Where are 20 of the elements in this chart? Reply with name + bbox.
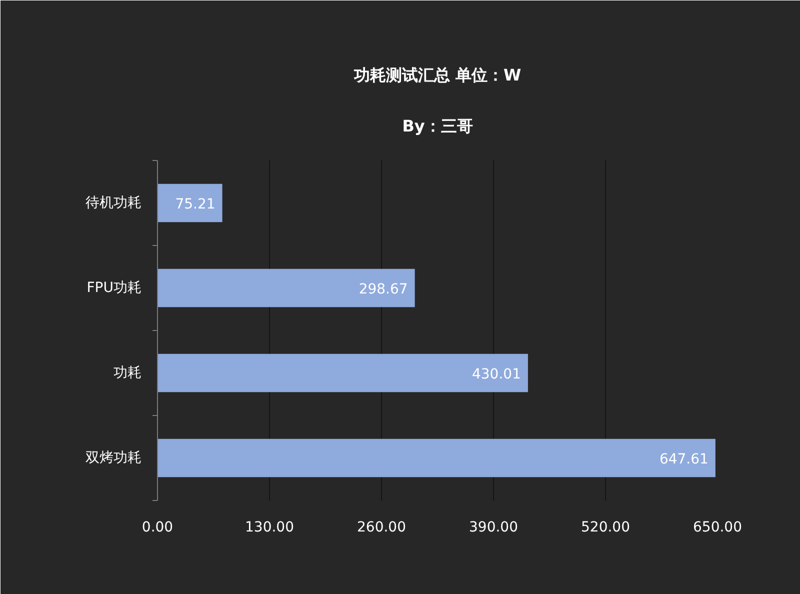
y-tick-label: 双烤功耗: [86, 450, 142, 466]
x-tick-label: 650.00: [693, 520, 742, 536]
y-tick-label: FPU功耗: [86, 280, 142, 296]
x-tick-label: 0.00: [142, 520, 174, 536]
x-tick-label: 260.00: [357, 520, 406, 536]
data-label: 298.67: [358, 282, 408, 298]
x-tick-label: 520.00: [581, 520, 630, 536]
bar: [158, 354, 528, 392]
chart-title: 功耗测试汇总 单位：W: [352, 66, 522, 84]
data-label: 647.61: [659, 452, 708, 468]
data-label: 75.21: [175, 196, 216, 212]
bar: [158, 184, 222, 222]
x-tick-label: 130.00: [245, 520, 294, 536]
y-tick-label: 待机功耗: [86, 195, 142, 211]
data-label: 430.01: [472, 366, 521, 382]
bar: [158, 438, 716, 478]
chart-subtitle: By：三哥: [402, 116, 473, 136]
x-tick-label: 390.00: [469, 520, 518, 536]
bar: [158, 268, 415, 308]
y-tick-label: 功耗: [114, 365, 142, 381]
